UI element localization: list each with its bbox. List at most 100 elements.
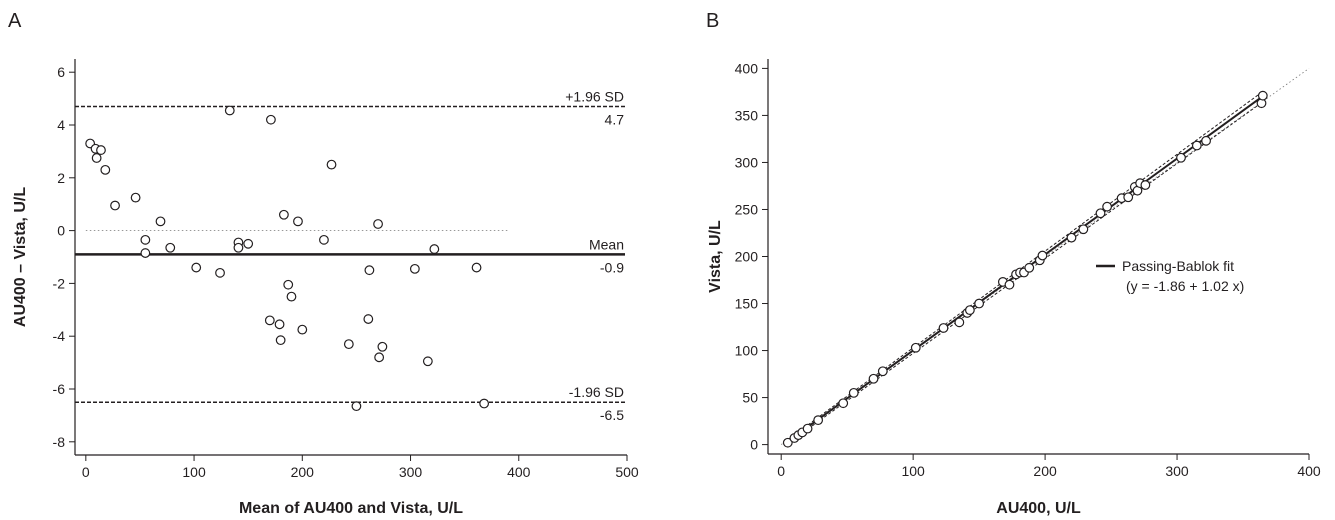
y-tick-label: 4	[57, 117, 65, 133]
y-tick-label: -6	[53, 381, 66, 397]
data-point	[1140, 180, 1151, 190]
panel-label: A	[8, 10, 22, 32]
x-tick-label: 100	[901, 463, 925, 479]
data-point	[326, 159, 337, 170]
x-tick-label: 200	[1033, 463, 1057, 479]
data-point	[838, 398, 849, 409]
data-point	[91, 153, 102, 163]
data-point	[130, 192, 141, 203]
x-tick-label: 100	[182, 464, 206, 480]
data-point	[377, 341, 388, 352]
y-tick-label: 200	[735, 249, 759, 265]
data-point	[96, 145, 106, 155]
x-tick-label: 500	[615, 464, 639, 480]
data-point	[363, 314, 374, 324]
x-axis-title: AU400, U/L	[996, 500, 1081, 517]
x-tick-label: 200	[291, 464, 315, 480]
data-point	[471, 262, 482, 273]
y-tick-label: 250	[735, 201, 759, 217]
data-point	[293, 216, 303, 227]
x-tick-label: 300	[1165, 463, 1189, 479]
panel-a: -8 -6 -4 -2 0 2 4 6 0 100 200 300 400 500 Mean of AU40…	[8, 10, 639, 517]
data-point	[140, 248, 151, 258]
y-tick-label: 350	[735, 107, 759, 123]
data-point	[910, 342, 921, 353]
data-point	[233, 242, 244, 253]
data-point	[1078, 224, 1089, 235]
data-point	[278, 209, 289, 220]
reference-line-name: Mean	[589, 236, 624, 252]
data-point	[479, 398, 490, 409]
data-point	[868, 373, 879, 384]
data-point	[1257, 90, 1268, 101]
data-point	[422, 356, 433, 367]
y-tick-label: 300	[735, 154, 759, 170]
data-point	[1123, 192, 1134, 203]
data-point	[100, 164, 111, 175]
y-axis-title: AU400 – Vista, U/L	[12, 187, 29, 327]
data-point	[1102, 201, 1113, 212]
data-point	[373, 219, 383, 229]
data-point	[343, 339, 354, 350]
y-tick-label: 50	[742, 390, 758, 406]
data-point	[374, 352, 385, 363]
data-point	[266, 114, 276, 125]
x-axis-title: Mean of AU400 and Vista, U/L	[239, 500, 463, 517]
y-tick-label: 0	[750, 437, 758, 453]
data-point	[243, 238, 254, 249]
data-point	[1037, 250, 1048, 261]
data-point	[429, 244, 440, 254]
data-point	[1176, 152, 1186, 163]
data-point	[782, 437, 793, 448]
data-point	[140, 234, 151, 245]
data-point	[191, 262, 202, 273]
y-tick-label: 6	[57, 64, 65, 80]
x-tick-label: 0	[82, 464, 90, 480]
data-point	[1201, 135, 1211, 146]
data-point	[964, 305, 975, 316]
reference-line-name: -1.96 SD	[569, 384, 624, 400]
data-point	[848, 387, 859, 398]
data-point	[215, 267, 225, 278]
y-axis-title: Vista, U/L	[707, 220, 724, 293]
data-point	[110, 200, 120, 211]
reference-line-name: +1.96 SD	[565, 89, 624, 105]
x-tick-label: 400	[1297, 463, 1321, 479]
panel-b: 0 50 100 150 200 250 300 350 400 0 100 200 300 400 AU4…	[706, 10, 1321, 517]
data-point	[1024, 262, 1035, 273]
data-point	[286, 291, 297, 302]
data-point	[155, 216, 166, 227]
reference-line-value: -0.9	[600, 259, 624, 275]
data-point	[319, 234, 329, 245]
legend-equation: (y = -1.86 + 1.02 x)	[1126, 278, 1244, 294]
reference-line-value: -6.5	[600, 407, 624, 423]
data-point	[364, 265, 375, 276]
data-point	[297, 324, 308, 335]
y-tick-label: -8	[53, 434, 66, 450]
data-point	[802, 423, 813, 434]
data-point	[1191, 140, 1202, 151]
y-tick-label: 100	[735, 343, 759, 359]
reference-line-value: 4.7	[605, 112, 625, 128]
data-point	[283, 279, 294, 290]
fit-ci-upper	[787, 91, 1264, 441]
panel-label: B	[706, 10, 719, 32]
data-point	[938, 323, 949, 333]
data-point	[974, 298, 985, 309]
data-point	[165, 242, 176, 253]
data-point	[264, 315, 275, 326]
y-tick-label: 0	[57, 223, 65, 239]
data-point	[274, 319, 285, 330]
data-point	[1066, 232, 1077, 243]
data-point	[275, 335, 286, 346]
y-tick-label: 400	[735, 60, 759, 76]
x-tick-label: 0	[777, 463, 785, 479]
data-point	[224, 105, 235, 116]
data-point	[813, 415, 824, 426]
data-point	[351, 401, 362, 412]
data-point	[1004, 279, 1015, 290]
y-tick-label: -4	[53, 328, 66, 344]
y-tick-label: 150	[735, 296, 759, 312]
x-tick-label: 400	[507, 464, 531, 480]
